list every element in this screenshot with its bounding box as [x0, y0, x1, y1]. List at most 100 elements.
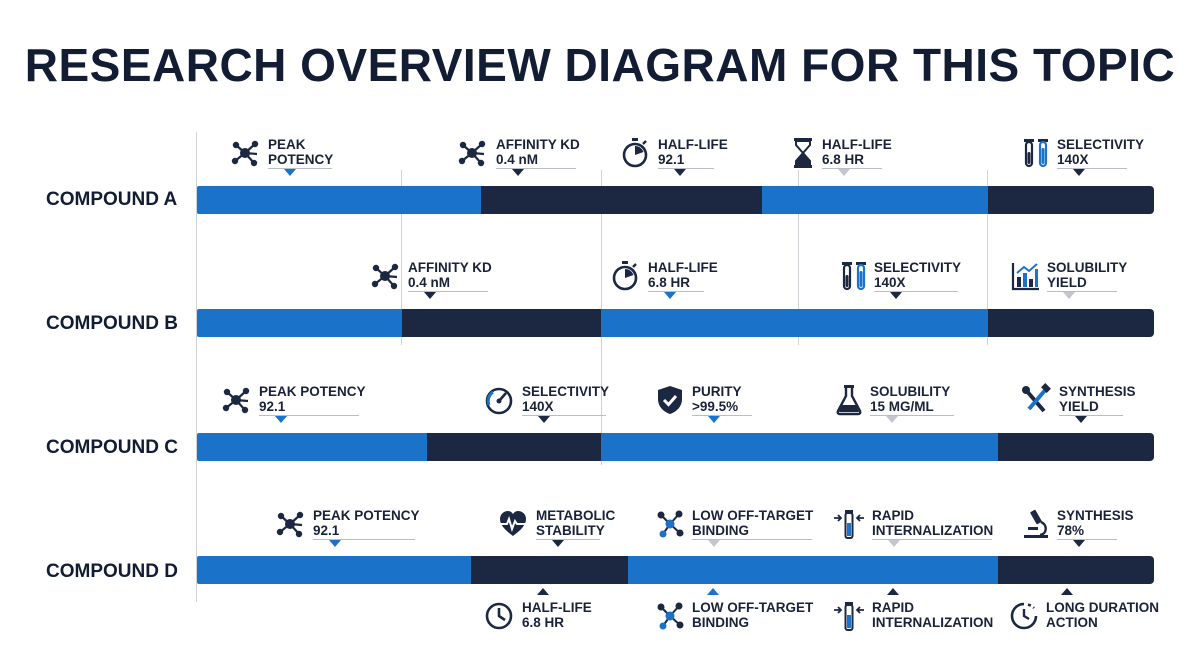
milestone-underline — [268, 168, 332, 169]
milestone-underline — [1059, 415, 1123, 416]
bar-segment — [988, 186, 1154, 214]
milestone-label: METABOLIC STABILITY — [536, 508, 615, 538]
bar-segment — [762, 186, 988, 214]
milestone-label-line2: 78% — [1057, 523, 1085, 538]
molecule-icon — [369, 259, 401, 293]
test-tubes-icon — [1020, 136, 1052, 170]
milestone-label-line2: BINDING — [692, 615, 749, 630]
milestone-label-line1: RAPID — [872, 600, 915, 615]
milestone-label: PEAK POTENCY 92.1 — [259, 384, 366, 414]
milestone-underline — [1057, 168, 1127, 169]
milestone-label-line2: INTERNALIZATION — [872, 523, 994, 538]
milestone-pointer — [888, 540, 900, 547]
stopwatch-icon — [609, 259, 641, 293]
grid-line — [798, 170, 799, 345]
compound-label: COMPOUND B — [46, 313, 178, 334]
milestone-pointer — [664, 292, 676, 299]
milestone-label: LOW OFF-TARGET BINDING — [692, 600, 813, 630]
milestone-label-line1: SELECTIVITY — [1057, 137, 1145, 152]
milestone-pointer — [284, 169, 296, 176]
milestone-label-line2: 0.4 nM — [408, 275, 451, 290]
milestone-label-line1: PEAK POTENCY — [313, 508, 420, 523]
milestone-label-line2: 92.1 — [313, 523, 340, 538]
milestone-label-line2: >99.5% — [692, 399, 739, 414]
milestone-label-line2: 6.8 HR — [822, 152, 865, 167]
milestone-pointer — [424, 292, 436, 299]
bar-segment — [829, 556, 998, 584]
compound-timeline-bar — [197, 186, 1154, 214]
stopwatch-icon — [619, 136, 651, 170]
milestone-label-line2: 6.8 HR — [522, 615, 565, 630]
milestone-label-line2: 15 MG/ML — [870, 399, 934, 414]
milestone-label: SYNTHESIS 78% — [1057, 508, 1134, 538]
milestone-underline — [408, 291, 488, 292]
milestone-label: LONG DURATION ACTION — [1046, 600, 1159, 630]
bar-segment — [197, 433, 427, 461]
bar-segment — [601, 309, 988, 337]
milestone-label: SELECTIVITY 140X — [1057, 137, 1144, 167]
milestone-label-line1: LONG DURATION — [1046, 600, 1159, 615]
vial-arrows-icon — [833, 599, 865, 633]
milestone-label-line1: METABOLIC — [536, 508, 616, 523]
milestone-label-line1: HALF-LIFE — [648, 260, 718, 275]
bar-segment — [427, 433, 601, 461]
milestone-label: RAPID INTERNALIZATION — [872, 508, 993, 538]
network-icon — [654, 599, 686, 633]
microscope-icon — [1020, 507, 1052, 541]
bar-segment — [988, 309, 1154, 337]
milestone-underline — [870, 415, 954, 416]
milestone-label: SOLUBILITY 15 MG/ML — [870, 384, 950, 414]
milestone-label-line2: YIELD — [1059, 399, 1099, 414]
milestone-label-line1: SYNTHESIS — [1057, 508, 1134, 523]
milestone-label-line1: SELECTIVITY — [874, 260, 962, 275]
milestone-pointer — [512, 169, 524, 176]
milestone-pointer — [708, 540, 720, 547]
clock-dashed-icon — [1008, 599, 1040, 633]
bar-segment — [481, 186, 762, 214]
milestone-underline — [692, 415, 752, 416]
milestone-underline — [1047, 291, 1117, 292]
milestone-pointer — [890, 292, 902, 299]
milestone-pointer — [1063, 292, 1075, 299]
milestone-underline — [313, 539, 415, 540]
milestone-pointer — [538, 416, 550, 423]
milestone-label: PEAK POTENCY — [268, 137, 333, 167]
milestone-label-line2: 0.4 nM — [496, 152, 539, 167]
milestone-label: LOW OFF-TARGET BINDING — [692, 508, 813, 538]
milestone-label-line1: LOW OFF-TARGET — [692, 508, 814, 523]
page-title: RESEARCH OVERVIEW DIAGRAM FOR THIS TOPIC — [24, 39, 1176, 91]
bar-segment — [998, 556, 1154, 584]
milestone-pointer — [886, 416, 898, 423]
test-tubes-icon — [838, 259, 870, 293]
milestone-underline — [522, 415, 606, 416]
milestone-underline — [536, 539, 600, 540]
milestone-label-line2: POTENCY — [268, 152, 334, 167]
milestone-pointer — [275, 416, 287, 423]
bar-segment — [998, 433, 1154, 461]
milestone-label-line1: SYNTHESIS — [1059, 384, 1136, 399]
milestone-pointer — [1073, 169, 1085, 176]
milestone-label-line2: ACTION — [1046, 615, 1098, 630]
milestone-label: HALF-LIFE 6.8 HR — [822, 137, 892, 167]
milestone-underline — [872, 539, 992, 540]
network-icon — [654, 507, 686, 541]
milestone-label-line2: YIELD — [1047, 275, 1087, 290]
gauge-icon — [483, 383, 515, 417]
milestone-pointer — [887, 588, 899, 595]
shield-check-icon — [654, 383, 686, 417]
milestone-label-line2: 140X — [522, 399, 554, 414]
bar-segment — [197, 309, 402, 337]
milestone-label: PURITY >99.5% — [692, 384, 742, 414]
vial-arrows-icon — [833, 507, 865, 541]
milestone-pointer — [1075, 416, 1087, 423]
clock-icon — [483, 599, 515, 633]
milestone-label: SELECTIVITY 140X — [874, 260, 961, 290]
milestone-underline — [1057, 539, 1117, 540]
milestone-underline — [822, 168, 882, 169]
compound-label: COMPOUND D — [46, 561, 178, 582]
milestone-label-line1: HALF-LIFE — [822, 137, 892, 152]
compound-label: COMPOUND A — [46, 189, 178, 210]
milestone-label-line2: 6.8 HR — [648, 275, 691, 290]
milestone-label-line1: PURITY — [692, 384, 742, 399]
molecule-icon — [274, 507, 306, 541]
